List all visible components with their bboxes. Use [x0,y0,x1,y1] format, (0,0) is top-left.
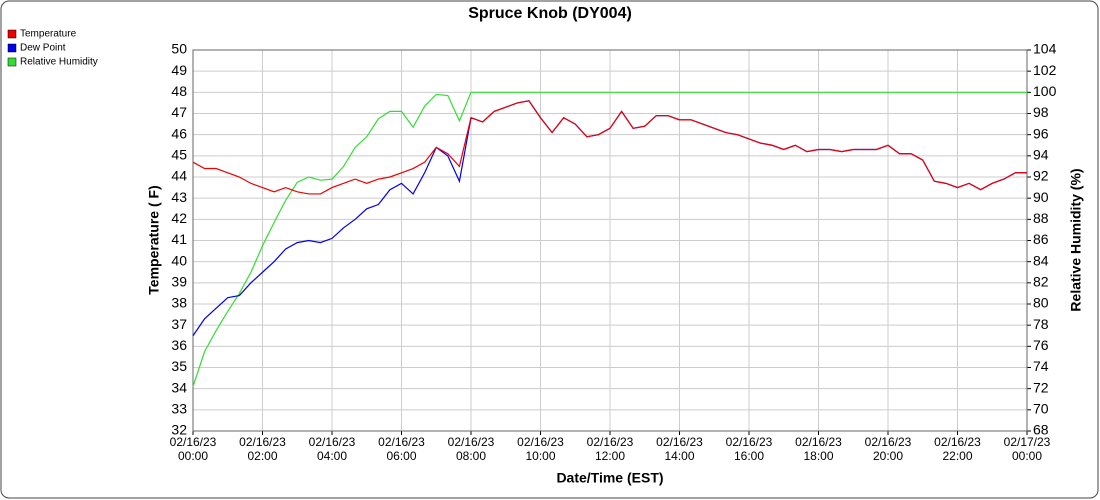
x-tick-label: 02/16/23 00:00 [169,435,217,463]
x-axis-title: Date/Time (EST) [556,470,663,486]
y2-tick-label: 92 [1033,168,1049,184]
y-axis-title: Temperature ( F) [146,185,162,294]
y-tick-label: 41 [171,231,187,247]
y2-tick-label: 88 [1033,210,1049,226]
y2-tick-label: 80 [1033,295,1049,311]
y-tick-label: 35 [171,358,187,374]
y2-tick-label: 78 [1033,316,1049,332]
y-tick-label: 32 [171,422,187,438]
plot-border [192,49,1028,432]
y2-tick-label: 104 [1033,41,1057,57]
x-tick-label: 02/16/23 12:00 [586,435,634,463]
y2-tick-label: 90 [1033,189,1049,205]
x-tick-label: 02/16/23 18:00 [795,435,842,463]
legend-swatch [7,57,17,67]
y-tick-label: 46 [171,125,187,141]
x-tick-label: 02/17/23 00:00 [1003,435,1051,463]
x-tick-label: 02/16/23 16:00 [725,435,773,463]
x-tick-label: 02/16/23 10:00 [517,435,564,463]
y2-tick-label: 74 [1033,358,1049,374]
y2-tick-label: 96 [1033,125,1049,141]
y-tick-label: 47 [171,104,187,120]
y-tick-label: 36 [171,337,187,353]
y-tick-label: 44 [171,168,187,184]
y2-tick-label: 82 [1033,274,1049,290]
y-tick-label: 33 [171,401,187,417]
y-tick-label: 45 [171,147,187,163]
y2-tick-label: 68 [1033,422,1049,438]
y2-tick-label: 84 [1033,252,1049,268]
x-tick-label: 02/16/23 20:00 [864,435,912,463]
legend-label: Temperature [20,29,77,40]
y2-tick-label: 70 [1033,401,1049,417]
x-tick-label: 02/16/23 08:00 [447,435,495,463]
y-tick-label: 42 [171,210,187,226]
chart-title: Spruce Knob (DY004) [468,5,632,22]
y-tick-label: 40 [171,252,187,268]
y2-tick-label: 98 [1033,104,1049,120]
series-line [192,100,1027,195]
legend-label: Relative Humidity [20,57,98,68]
y2-tick-label: 72 [1033,379,1049,395]
x-tick-label: 02/16/23 02:00 [239,435,286,463]
y2-tick-label: 94 [1033,147,1049,163]
y-tick-label: 48 [171,83,187,99]
x-tick-label: 02/16/23 04:00 [308,435,356,463]
y-tick-label: 34 [171,379,187,395]
y-tick-label: 49 [171,62,187,78]
x-tick-label: 02/16/23 14:00 [656,435,703,463]
y2-tick-label: 86 [1033,231,1049,247]
y-tick-label: 43 [171,189,187,205]
legend-label: Dew Point [20,43,66,54]
series-line [192,91,1027,387]
y-tick-label: 39 [171,274,187,290]
legend-swatch [7,29,17,39]
y2-axis-title: Relative Humidity (%) [1068,168,1084,311]
y2-tick-label: 100 [1033,83,1057,99]
y-tick-label: 38 [171,295,187,311]
legend-swatch [7,43,17,53]
y-tick-label: 37 [171,316,187,332]
y2-tick-label: 76 [1033,337,1049,353]
y2-tick-label: 102 [1033,62,1057,78]
y-tick-label: 50 [171,41,187,57]
x-tick-label: 02/16/23 06:00 [378,435,425,463]
x-tick-label: 02/16/23 22:00 [934,435,981,463]
